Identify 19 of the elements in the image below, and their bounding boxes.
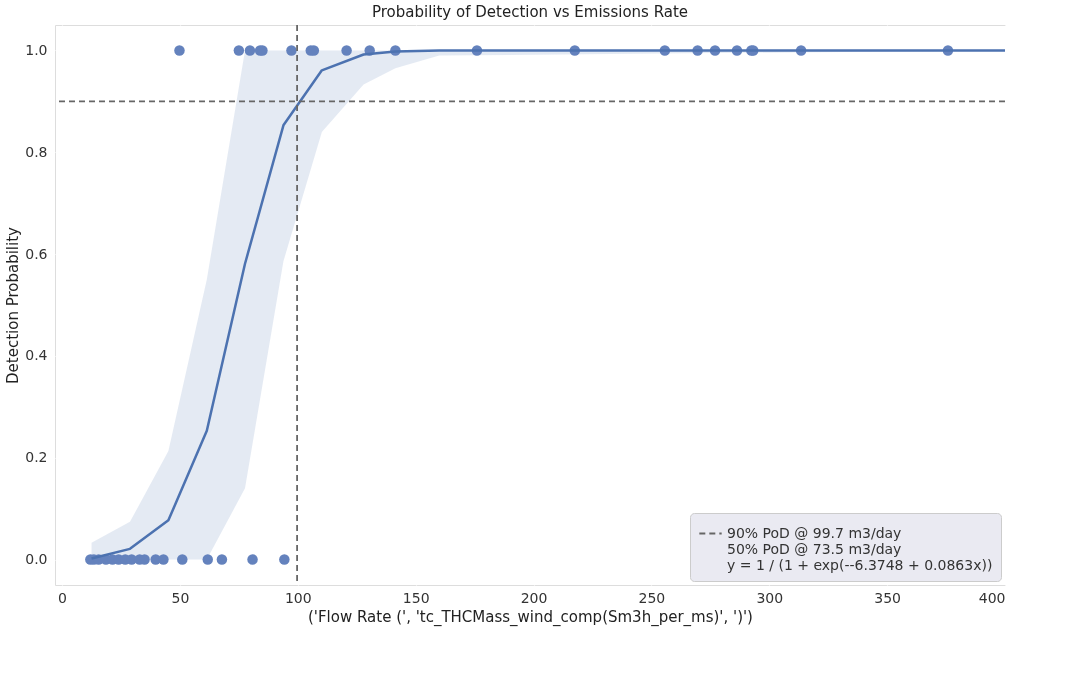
y-axis-title: Detection Probability (4, 226, 23, 384)
y-tick-label: 0.8 (25, 143, 48, 160)
x-tick-label: 200 (520, 589, 548, 606)
x-tick-label: 250 (638, 589, 666, 606)
x-tick-label: 0 (58, 589, 68, 606)
x-tick-label: 50 (171, 589, 190, 606)
y-tick-label: 0.2 (25, 449, 48, 466)
y-tick-label: 0.0 (25, 551, 48, 568)
x-tick-label: 400 (978, 589, 1006, 606)
y-tick-label: 1.0 (25, 41, 48, 58)
x-tick-label: 100 (284, 589, 312, 606)
x-tick-label: 150 (402, 589, 430, 606)
y-tick-label: 0.6 (25, 245, 48, 262)
x-tick-label: 350 (874, 589, 901, 606)
y-tick-label: 0.4 (25, 347, 48, 364)
chart-title: Probability of Detection vs Emissions Rate (371, 3, 689, 22)
x-tick-label: 300 (756, 589, 784, 606)
x-axis-title: ('Flow Rate (', 'tc_THCMass_wind_comp(Sm3h_per_ms)', ')') (308, 607, 753, 627)
legend-label: 90% PoD @ 99.7 m3/day 50% PoD @ 73.5 m3/day y = 1 / (1 + exp(--6.3748 + 0.0863x)) (727, 524, 993, 573)
